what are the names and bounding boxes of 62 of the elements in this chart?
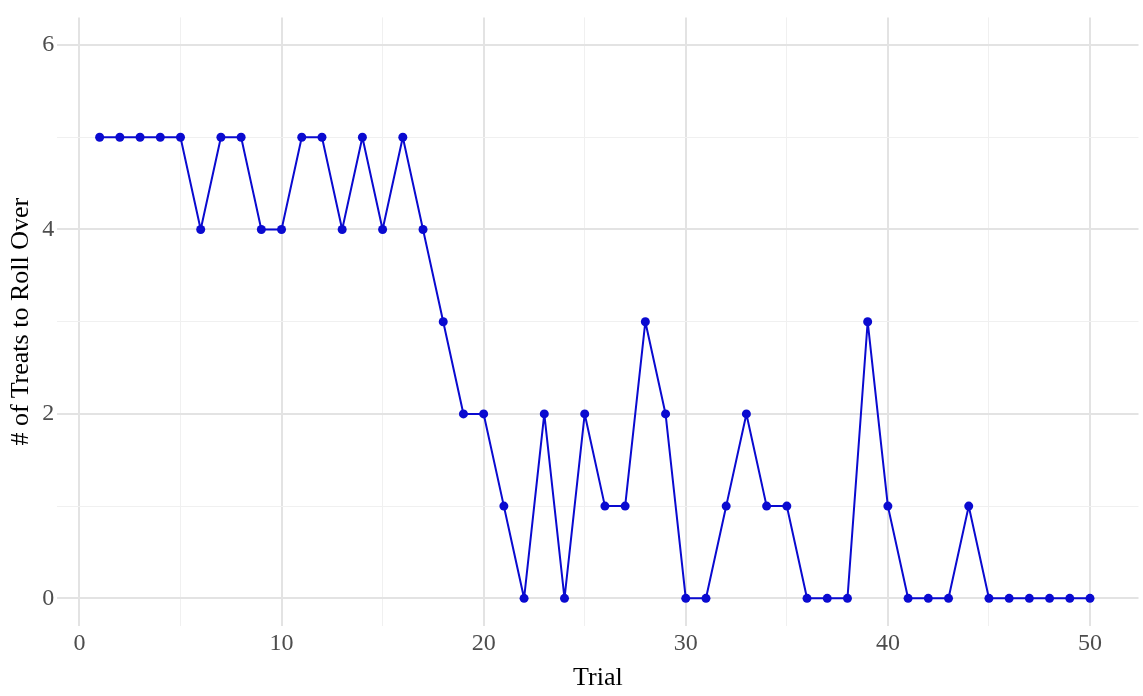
point: [155, 132, 165, 142]
point: [1085, 593, 1095, 603]
point: [256, 224, 266, 234]
y-tick-label: 2: [42, 399, 55, 426]
y-tick-label: 0: [42, 583, 55, 610]
point: [135, 132, 145, 142]
point: [782, 501, 792, 511]
point: [620, 501, 630, 511]
point: [883, 501, 893, 511]
point: [863, 317, 873, 327]
point: [499, 501, 509, 511]
point: [984, 593, 994, 603]
point: [438, 317, 448, 327]
point: [418, 224, 428, 234]
y-tick-label: 4: [42, 214, 55, 241]
point: [762, 501, 772, 511]
x-tick-label: 30: [673, 628, 698, 655]
point: [357, 132, 367, 142]
point: [175, 132, 185, 142]
point: [1045, 593, 1055, 603]
point: [560, 593, 569, 603]
x-tick-label: 10: [269, 628, 294, 655]
point: [923, 593, 933, 603]
point: [539, 409, 549, 419]
point: [802, 593, 812, 603]
point: [701, 593, 711, 603]
point: [196, 224, 206, 234]
x-tick-label: 0: [73, 628, 86, 655]
point: [95, 132, 105, 142]
point: [640, 317, 650, 327]
point: [479, 409, 489, 419]
x-tick-label: 40: [875, 628, 900, 655]
point: [721, 501, 731, 511]
point: [822, 593, 832, 603]
point: [1024, 593, 1034, 603]
point: [458, 409, 468, 419]
point: [519, 593, 529, 603]
point: [216, 132, 226, 142]
y-axis-title: # of Treats to Roll Over: [5, 197, 35, 446]
point: [297, 132, 307, 142]
point: [337, 224, 347, 234]
point: [600, 501, 610, 511]
point: [378, 224, 388, 234]
point: [317, 132, 327, 142]
point: [580, 409, 590, 419]
point: [964, 501, 974, 511]
y-tick-label: 6: [42, 30, 55, 57]
point: [944, 593, 954, 603]
point: [661, 409, 671, 419]
point: [741, 409, 751, 419]
point: [1065, 593, 1075, 603]
point: [681, 593, 691, 603]
point: [1004, 593, 1014, 603]
x-tick-label: 20: [471, 628, 496, 655]
point: [903, 593, 913, 603]
point: [277, 224, 287, 234]
point: [115, 132, 125, 142]
point: [236, 132, 246, 142]
point: [842, 593, 852, 603]
x-tick-label: 50: [1077, 628, 1102, 655]
x-axis-title: Trial: [573, 662, 623, 692]
point: [398, 132, 408, 142]
